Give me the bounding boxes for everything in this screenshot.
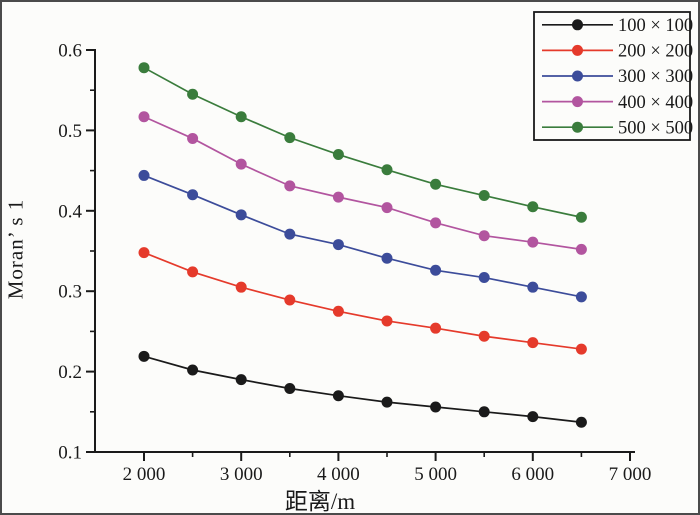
data-point-300×300 xyxy=(478,272,490,284)
data-point-200×200 xyxy=(332,305,344,317)
series-line-200×200 xyxy=(143,251,582,350)
series-line-400×400 xyxy=(143,115,582,251)
legend-marker xyxy=(572,44,583,56)
x-tick-label: 6 000 xyxy=(511,464,554,485)
y-tick-label: 0.3 xyxy=(58,282,82,303)
data-point-500×500 xyxy=(138,62,150,74)
data-point-300×300 xyxy=(332,239,344,251)
data-point-400×400 xyxy=(430,217,442,229)
x-tick-label: 3 000 xyxy=(220,464,263,485)
series-line-100×100 xyxy=(143,355,582,424)
legend-item-label: 500 × 500 xyxy=(618,118,693,138)
data-point-200×200 xyxy=(430,322,442,334)
data-point-500×500 xyxy=(478,190,490,202)
data-point-200×200 xyxy=(187,266,199,278)
data-point-100×100 xyxy=(478,406,490,418)
x-tick-label: 5 000 xyxy=(414,464,457,485)
data-point-300×300 xyxy=(575,291,587,303)
data-point-200×200 xyxy=(235,281,247,293)
series-line-500×500 xyxy=(143,66,582,219)
data-point-400×400 xyxy=(235,158,247,170)
legend-marker xyxy=(572,19,583,31)
data-point-200×200 xyxy=(575,343,587,355)
legend-marker xyxy=(572,70,583,82)
y-tick-label: 0.6 xyxy=(58,41,82,62)
data-point-100×100 xyxy=(235,374,247,386)
data-point-100×100 xyxy=(527,411,539,423)
legend-item-label: 300 × 300 xyxy=(618,67,693,87)
data-point-300×300 xyxy=(527,281,539,293)
data-point-100×100 xyxy=(332,390,344,402)
y-tick-label: 0.4 xyxy=(58,201,82,222)
x-axis-label: 距离/m xyxy=(284,489,356,514)
data-point-300×300 xyxy=(430,264,442,276)
data-point-100×100 xyxy=(381,396,393,408)
y-tick-label: 0.5 xyxy=(58,121,82,142)
data-point-100×100 xyxy=(187,364,199,376)
legend-marker xyxy=(572,96,583,108)
data-point-200×200 xyxy=(138,247,150,259)
legend-marker xyxy=(572,121,583,133)
y-axis-label: Moran’ s 1 xyxy=(3,198,28,300)
data-point-300×300 xyxy=(235,209,247,221)
data-point-100×100 xyxy=(430,401,442,413)
series-line-300×300 xyxy=(143,174,582,298)
data-point-100×100 xyxy=(575,416,587,428)
data-point-300×300 xyxy=(138,169,150,181)
data-point-400×400 xyxy=(381,202,393,214)
data-point-400×400 xyxy=(332,191,344,203)
data-point-500×500 xyxy=(381,164,393,176)
data-point-400×400 xyxy=(138,111,150,123)
x-tick-label: 4 000 xyxy=(317,464,360,485)
data-point-100×100 xyxy=(138,350,150,362)
data-point-500×500 xyxy=(187,88,199,100)
data-point-500×500 xyxy=(575,211,587,223)
data-point-500×500 xyxy=(284,132,296,144)
data-point-500×500 xyxy=(332,149,344,161)
data-point-400×400 xyxy=(478,230,490,242)
x-tick-label: 2 000 xyxy=(123,464,166,485)
data-point-400×400 xyxy=(527,236,539,248)
data-point-500×500 xyxy=(235,111,247,123)
data-point-300×300 xyxy=(284,228,296,240)
y-tick-label: 0.1 xyxy=(58,443,82,464)
data-point-300×300 xyxy=(187,189,199,201)
data-point-100×100 xyxy=(284,382,296,394)
legend-item-label: 100 × 100 xyxy=(618,16,693,36)
data-point-200×200 xyxy=(527,337,539,349)
data-point-400×400 xyxy=(284,180,296,192)
legend-item-label: 400 × 400 xyxy=(618,93,693,113)
x-tick-label: 7 000 xyxy=(609,464,652,485)
data-point-400×400 xyxy=(575,243,587,255)
data-point-200×200 xyxy=(478,330,490,342)
data-point-500×500 xyxy=(527,201,539,213)
data-point-200×200 xyxy=(381,315,393,327)
data-point-400×400 xyxy=(187,132,199,144)
data-point-200×200 xyxy=(284,294,296,306)
y-tick-label: 0.2 xyxy=(58,362,82,383)
data-point-300×300 xyxy=(381,252,393,264)
legend-item-label: 200 × 200 xyxy=(618,42,693,62)
data-point-500×500 xyxy=(430,178,442,190)
